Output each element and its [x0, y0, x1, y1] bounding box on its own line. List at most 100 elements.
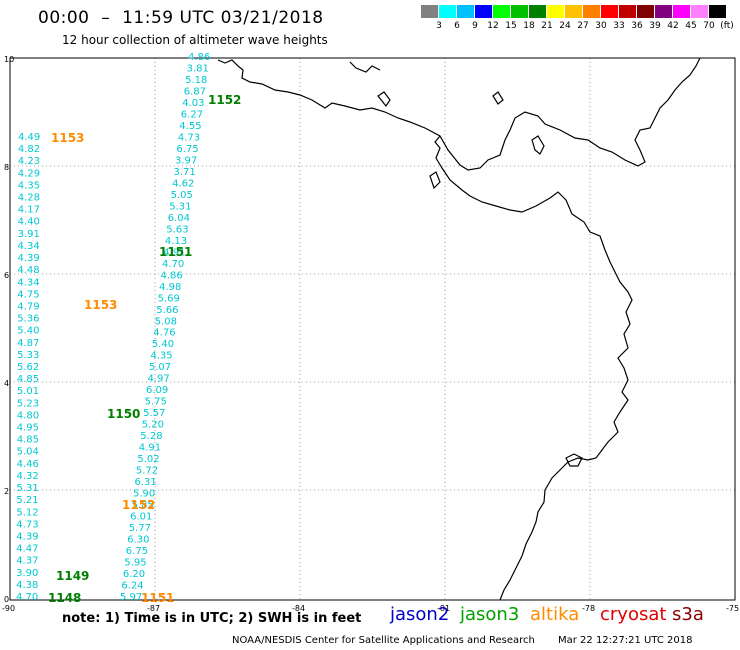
swh-value-label: 4.86: [161, 270, 183, 281]
pass-time-label: 1153: [51, 131, 84, 145]
y-tick-label: 0: [4, 595, 9, 604]
swh-value-label: 3.81: [187, 64, 209, 75]
swh-value-label: 6.20: [123, 569, 145, 580]
legend-tick-label: 27: [577, 21, 589, 31]
legend-tick-label: 18: [523, 21, 535, 31]
pass-time-label: 1149: [56, 569, 89, 583]
pass-time-label: 1150: [107, 407, 140, 421]
swh-value-label: 5.02: [137, 454, 159, 465]
swh-value-label: 5.57: [143, 408, 165, 419]
swh-value-label: 5.95: [124, 558, 146, 569]
swh-value-label: 4.82: [18, 144, 40, 155]
swh-value-label: 4.95: [17, 423, 39, 434]
swh-value-label: 5.77: [129, 523, 151, 534]
swh-value-label: 4.13: [165, 236, 187, 247]
swh-value-label: 4.86: [188, 52, 210, 63]
swh-value-label: 5.90: [133, 489, 155, 500]
swh-value-label: 5.28: [140, 431, 162, 442]
swh-value-label: 6.04: [168, 213, 190, 224]
swh-value-label: 4.34: [18, 241, 40, 252]
swh-value-label: 3.91: [18, 229, 40, 240]
legend-tick-label: 9: [472, 21, 478, 31]
swh-value-label: 3.71: [174, 167, 196, 178]
swh-value-label: 3.90: [16, 568, 38, 579]
legend-swatch: [475, 5, 492, 18]
y-tick-label: 4: [4, 379, 9, 388]
swh-value-label: 5.31: [17, 483, 39, 494]
swh-value-label: 5.66: [156, 305, 178, 316]
swh-track-b: 4.494.824.234.294.354.284.174.403.914.34…: [16, 132, 40, 603]
satellite-s3a: s3a: [672, 604, 704, 625]
legend-tick-label: 45: [685, 21, 697, 31]
swh-value-label: 6.30: [127, 535, 149, 546]
coastline: [217, 57, 701, 601]
swh-value-label: 4.17: [18, 205, 40, 216]
pass-time-label: 1152: [208, 93, 241, 107]
x-tick-label: -81: [437, 604, 450, 613]
swh-value-label: 4.80: [17, 410, 39, 421]
swh-value-label: 4.79: [17, 302, 39, 313]
legend-tick-label: 30: [595, 21, 607, 31]
legend-swatch: [619, 5, 636, 18]
legend-swatch: [421, 5, 438, 18]
legend-swatch: [709, 5, 726, 18]
legend-tick-label: 70: [703, 21, 715, 31]
y-tick-label: 6: [4, 271, 9, 280]
y-tick-label: 2: [4, 487, 9, 496]
swh-value-label: 4.70: [162, 259, 184, 270]
swh-value-label: 6.31: [135, 477, 157, 488]
y-tick-label: 10: [4, 55, 14, 64]
swh-value-label: 3.97: [175, 155, 197, 166]
swh-value-label: 4.75: [17, 289, 39, 300]
satellite-jason2: jason2: [390, 604, 450, 625]
satellite-altika: altika: [530, 604, 580, 625]
legend-swatch: [439, 5, 456, 18]
swh-value-label: 5.04: [17, 447, 39, 458]
swh-value-label: 5.62: [17, 362, 39, 373]
legend-swatch: [673, 5, 690, 18]
swh-value-label: 4.35: [150, 351, 172, 362]
swh-value-label: 6.01: [130, 512, 152, 523]
swh-value-label: 4.38: [16, 580, 38, 591]
swh-value-label: 4.48: [17, 265, 39, 276]
swh-value-label: 4.73: [16, 519, 38, 530]
swh-value-label: 4.40: [18, 217, 40, 228]
legend-swatch: [511, 5, 528, 18]
swh-value-label: 5.63: [166, 224, 188, 235]
swh-value-label: 4.87: [17, 338, 39, 349]
legend-tick-label: 6: [454, 21, 460, 31]
satellite-jason3: jason3: [460, 604, 520, 625]
swh-value-label: 5.97: [120, 592, 142, 603]
legend-tick-label: 3: [436, 21, 442, 31]
swh-value-label: 4.03: [182, 98, 204, 109]
swh-value-label: 4.37: [16, 556, 38, 567]
swh-value-label: 4.49: [18, 132, 40, 143]
swh-value-label: 5.07: [149, 362, 171, 373]
swh-value-label: 5.20: [142, 420, 164, 431]
swh-value-label: 4.62: [172, 178, 194, 189]
swh-value-label: 4.47: [16, 544, 38, 555]
swh-value-label: 5.69: [158, 293, 180, 304]
swh-value-label: 6.75: [126, 546, 148, 557]
swh-value-label: 5.33: [17, 350, 39, 361]
swh-value-label: 5.85: [132, 500, 154, 511]
swh-value-label: 6.27: [181, 109, 203, 120]
map-grid: [10, 58, 735, 600]
units-note: note: 1) Time is in UTC; 2) SWH is in fe…: [62, 611, 362, 626]
legend-tick-label: 21: [541, 21, 553, 31]
swh-value-label: 5.31: [169, 201, 191, 212]
pass-time-label: 1151: [141, 591, 174, 605]
swh-value-label: 5.75: [145, 397, 167, 408]
swh-value-label: 5.36: [17, 314, 39, 325]
swh-value-label: 4.46: [17, 459, 39, 470]
pass-time-label: 1153: [84, 298, 117, 312]
map-title: 00:00 – 11:59 UTC 03/21/2018: [38, 8, 324, 28]
x-tick-label: -84: [292, 604, 305, 613]
swh-value-label: 5.08: [155, 316, 177, 327]
swh-value-label: 4.28: [18, 193, 40, 204]
swh-value-label: 4.85: [17, 435, 39, 446]
legend-tick-label: 33: [613, 21, 625, 31]
legend-swatch: [655, 5, 672, 18]
satellite-cryosat: cryosat: [600, 604, 667, 625]
swh-value-label: 5.18: [185, 75, 207, 86]
